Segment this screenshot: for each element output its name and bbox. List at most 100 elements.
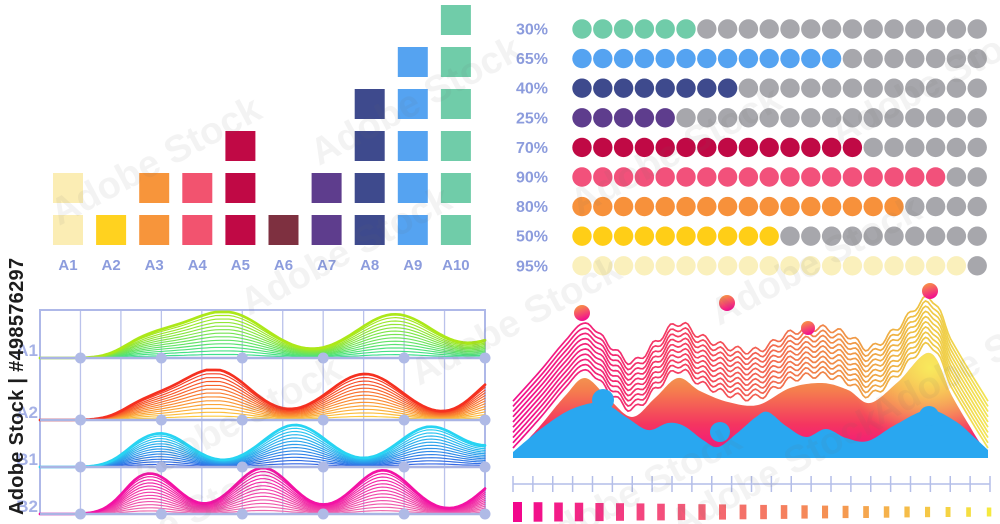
dot-filled [821,137,842,158]
dot-empty [967,48,987,69]
dot-empty [967,196,987,217]
dot-empty [842,19,863,39]
dot-filled [613,196,634,217]
dot-empty [967,167,987,187]
square-cell [182,215,213,245]
dot-empty [759,108,779,128]
dot-filled [676,196,696,217]
dot-filled [717,196,738,217]
gradient-dash [595,503,604,522]
dot-filled [572,108,592,128]
dot-filled [738,226,759,246]
square-cell [440,215,471,245]
gradient-dash [513,502,522,522]
baseline-marker [479,414,491,426]
dot-filled [821,256,842,276]
contour-lines [512,294,989,449]
dot-empty [905,19,925,39]
baseline-marker [479,461,491,473]
dot-filled [655,256,675,276]
dot-filled [738,256,759,276]
dot-empty [967,137,987,158]
dot-filled [738,167,759,187]
dot-empty [967,226,987,246]
gradient-dash [657,503,665,521]
dot-empty [801,226,821,246]
dot-filled [593,256,613,276]
gradient-marker-circle [574,305,590,321]
gradient-dash [636,503,645,521]
dot-filled [572,226,592,246]
square-cell [139,215,170,245]
percent-label: 50% [516,229,548,246]
dot-empty [738,19,759,39]
square-cell [96,215,127,245]
contour-line [512,294,989,402]
dot-filled [821,167,842,187]
gradient-dash [925,506,931,518]
dot-empty [884,48,904,69]
dot-empty [905,78,925,98]
dot-empty [905,108,925,128]
dot-filled [801,256,821,276]
dot-filled [655,48,675,69]
dot-filled [613,167,634,187]
dot-filled [697,256,717,276]
square-cell [397,131,428,161]
dot-filled [738,196,759,217]
baseline-marker [236,461,248,473]
dot-empty [821,19,842,39]
dot-empty [676,108,696,128]
squares-chart: A1 A2 A3 A4 A5 A6 A7 A8 A9 A10 [53,5,471,274]
category-label: A6 [274,257,293,274]
dot-filled [905,167,925,187]
ridge-line [38,368,487,422]
dot-empty [780,226,800,246]
baseline-marker [74,508,86,520]
dot-empty [905,137,925,158]
dot-filled [593,78,613,98]
band-label: A1 [16,341,38,360]
dot-filled [884,256,904,276]
baseline-marker [155,508,167,520]
square-cell [225,215,256,245]
gradient-dash [966,507,971,517]
dot-filled [697,167,717,187]
dot-filled [759,48,779,69]
percent-label: 40% [516,81,548,98]
dot-filled [842,256,863,276]
dot-empty [946,48,967,69]
dot-filled [634,78,655,98]
dot-filled [634,19,655,39]
dot-filled [925,167,946,187]
dot-empty [759,78,779,98]
baseline-marker [398,352,410,364]
dot-filled [634,226,655,246]
gradient-dash [760,504,767,520]
dot-filled [676,137,696,158]
dot-filled [634,108,655,128]
dot-filled [593,226,613,246]
square-cell [440,173,471,203]
square-cell [397,173,428,203]
dot-empty [884,19,904,39]
baseline-marker [479,352,491,364]
gradient-dash [677,503,686,521]
baseline-marker [74,461,86,473]
dot-filled [717,48,738,69]
dot-empty [842,48,863,69]
gradient-dash [698,504,706,520]
dot-empty [925,78,946,98]
dot-filled [613,108,634,128]
dot-filled [572,256,592,276]
square-cell [354,215,385,245]
dot-filled [738,48,759,69]
ruler-axis [512,476,991,492]
dot-filled [593,108,613,128]
gradient-marker-circle [922,283,938,299]
dot-filled [634,137,655,158]
dot-filled [759,167,779,187]
ridge-line [39,474,486,515]
dot-filled [655,137,675,158]
